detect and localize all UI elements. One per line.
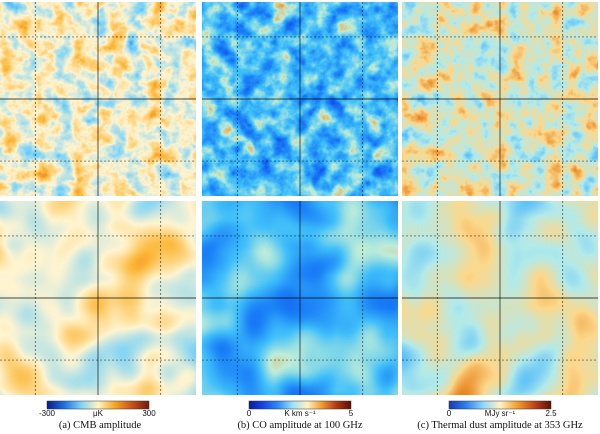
colorbar-min-label: -300 bbox=[39, 409, 56, 418]
caption-co: (b) CO amplitude at 100 GHz bbox=[237, 420, 363, 431]
panel-co-smoothed bbox=[202, 201, 398, 395]
colorbar-dust: 0 MJy sr⁻¹ 2.5 bbox=[447, 400, 557, 418]
colorbar-unit: K km s⁻¹ bbox=[284, 409, 316, 418]
panel-grid bbox=[0, 2, 598, 395]
caption-dust: (c) Thermal dust amplitude at 353 GHz bbox=[417, 420, 583, 431]
panel-cmb-smoothed bbox=[0, 201, 196, 395]
colorbar-unit: μK bbox=[93, 409, 104, 418]
caption-cmb: (a) CMB amplitude bbox=[58, 420, 142, 431]
colorbar-unit: MJy sr⁻¹ bbox=[485, 409, 516, 418]
panel-co-high-res bbox=[202, 2, 398, 196]
colorbar-max-label: 300 bbox=[142, 409, 156, 418]
colorbar-cmb: -300 μK 300 bbox=[39, 400, 156, 418]
colorbar-max-label: 2.5 bbox=[545, 409, 557, 418]
colorbar-max-label: 5 bbox=[349, 409, 354, 418]
colorbar-row: -300 μK 300 0 K km s⁻¹ 5 0 MJy sr⁻¹ 2.5 bbox=[39, 400, 557, 418]
panel-cmb-high-res bbox=[0, 2, 196, 196]
colorbar-min-label: 0 bbox=[447, 409, 452, 418]
colorbar-co: 0 K km s⁻¹ 5 bbox=[247, 400, 354, 418]
panel-dust-smoothed bbox=[402, 201, 598, 395]
panel-dust-high-res bbox=[402, 2, 598, 196]
colorbar-min-label: 0 bbox=[247, 409, 252, 418]
